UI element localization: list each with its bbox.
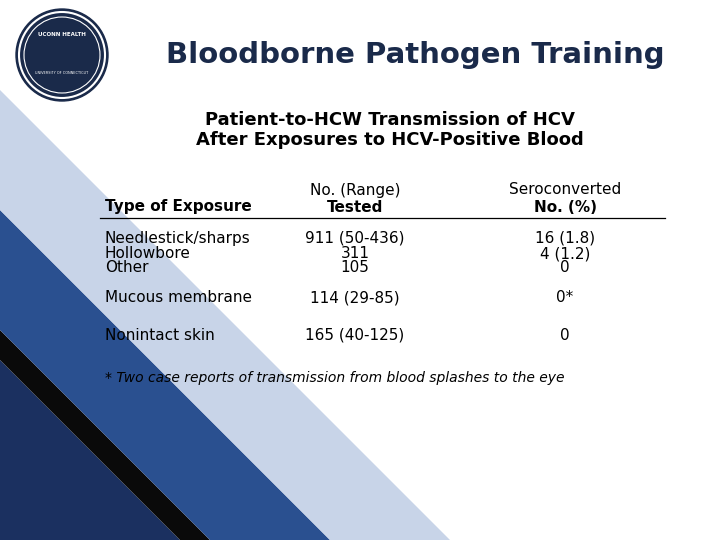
Text: After Exposures to HCV-Positive Blood: After Exposures to HCV-Positive Blood bbox=[196, 131, 584, 149]
Text: Bloodborne Pathogen Training: Bloodborne Pathogen Training bbox=[166, 41, 665, 69]
Text: UCONN HEALTH: UCONN HEALTH bbox=[38, 32, 86, 37]
Text: Needlestick/sharps: Needlestick/sharps bbox=[105, 231, 251, 246]
Polygon shape bbox=[0, 360, 180, 540]
Text: 105: 105 bbox=[341, 260, 369, 275]
Text: 311: 311 bbox=[341, 246, 369, 261]
Text: Seroconverted: Seroconverted bbox=[509, 183, 621, 198]
Text: 0: 0 bbox=[560, 327, 570, 342]
Polygon shape bbox=[0, 90, 450, 540]
Text: UNIVERSITY OF CONNECTICUT: UNIVERSITY OF CONNECTICUT bbox=[35, 71, 89, 75]
Text: Type of Exposure: Type of Exposure bbox=[105, 199, 252, 214]
Text: Nonintact skin: Nonintact skin bbox=[105, 327, 215, 342]
Text: 0: 0 bbox=[560, 260, 570, 275]
Text: 165 (40-125): 165 (40-125) bbox=[305, 327, 405, 342]
Circle shape bbox=[16, 9, 108, 101]
Text: 4 (1.2): 4 (1.2) bbox=[540, 246, 590, 261]
Text: Hollowbore: Hollowbore bbox=[105, 246, 191, 261]
Text: * Two case reports of transmission from blood splashes to the eye: * Two case reports of transmission from … bbox=[105, 371, 564, 385]
Text: Mucous membrane: Mucous membrane bbox=[105, 291, 252, 306]
Text: No. (Range): No. (Range) bbox=[310, 183, 400, 198]
Text: 16 (1.8): 16 (1.8) bbox=[535, 231, 595, 246]
Text: Tested: Tested bbox=[327, 199, 383, 214]
Text: 0*: 0* bbox=[557, 291, 574, 306]
Text: No. (%): No. (%) bbox=[534, 199, 596, 214]
Text: 911 (50-436): 911 (50-436) bbox=[305, 231, 405, 246]
Text: Patient-to-HCW Transmission of HCV: Patient-to-HCW Transmission of HCV bbox=[205, 111, 575, 129]
Text: Other: Other bbox=[105, 260, 148, 275]
Text: 114 (29-85): 114 (29-85) bbox=[310, 291, 400, 306]
Polygon shape bbox=[0, 330, 210, 540]
Polygon shape bbox=[0, 210, 330, 540]
